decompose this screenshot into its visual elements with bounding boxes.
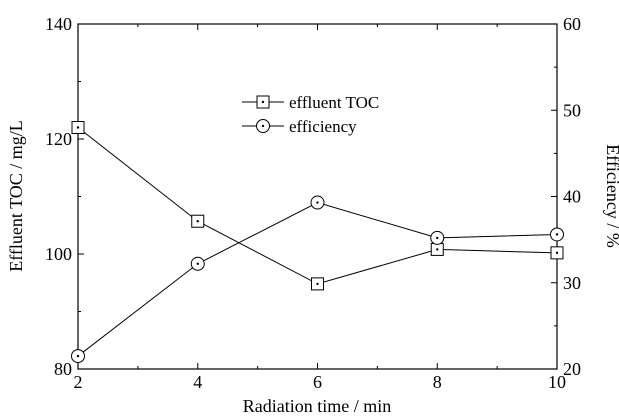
data-point-dot-effluent-toc	[555, 251, 559, 255]
data-point-dot-efficiency	[555, 233, 559, 236]
data-point-dot-effluent-toc	[316, 282, 319, 286]
right-y-tick-label: 60	[563, 14, 581, 34]
series-layer	[71, 121, 564, 364]
left-y-tick-label: 140	[45, 14, 72, 34]
data-point-dot-efficiency	[316, 201, 319, 204]
data-point-dot-effluent-toc	[436, 248, 439, 251]
x-tick-label: 6	[313, 372, 322, 392]
left-y-tick-label: 120	[45, 129, 72, 149]
axis-ticks: 2 4 6 8 10 80 100 120 140 20 30 40 50 60	[45, 14, 581, 392]
data-point-dot-effluent-toc	[196, 220, 199, 223]
left-y-axis-title: Effluent TOC / mg/L	[6, 120, 26, 272]
x-tick-label: 10	[548, 372, 566, 392]
x-axis-title: Radiation time / min	[243, 396, 391, 416]
legend-entry-effluent-toc: effluent TOC	[242, 93, 379, 112]
right-y-axis-title: Efficiency / %	[603, 144, 619, 248]
right-y-tick-label: 50	[563, 100, 581, 120]
legend-label-effluent-toc: effluent TOC	[289, 93, 379, 112]
right-y-tick-label: 20	[563, 359, 581, 379]
x-tick-label: 4	[193, 372, 202, 392]
legend-entry-efficiency: efficiency	[242, 117, 357, 136]
legend-marker-dot-icon	[261, 124, 265, 128]
left-y-tick-label: 100	[45, 244, 72, 264]
legend-marker-dot-icon	[261, 100, 265, 104]
data-point-dot-effluent-toc	[76, 126, 80, 129]
right-y-tick-label: 40	[563, 187, 581, 207]
data-point-dot-efficiency	[196, 262, 199, 265]
legend-label-efficiency: efficiency	[289, 117, 357, 136]
data-point-dot-efficiency	[436, 236, 439, 240]
x-tick-label: 8	[433, 372, 442, 392]
right-y-tick-label: 30	[563, 273, 581, 293]
x-tick-label: 2	[74, 372, 83, 392]
left-y-tick-label: 80	[54, 359, 72, 379]
data-point-dot-efficiency	[76, 354, 80, 358]
legend: effluent TOC efficiency	[242, 93, 379, 136]
